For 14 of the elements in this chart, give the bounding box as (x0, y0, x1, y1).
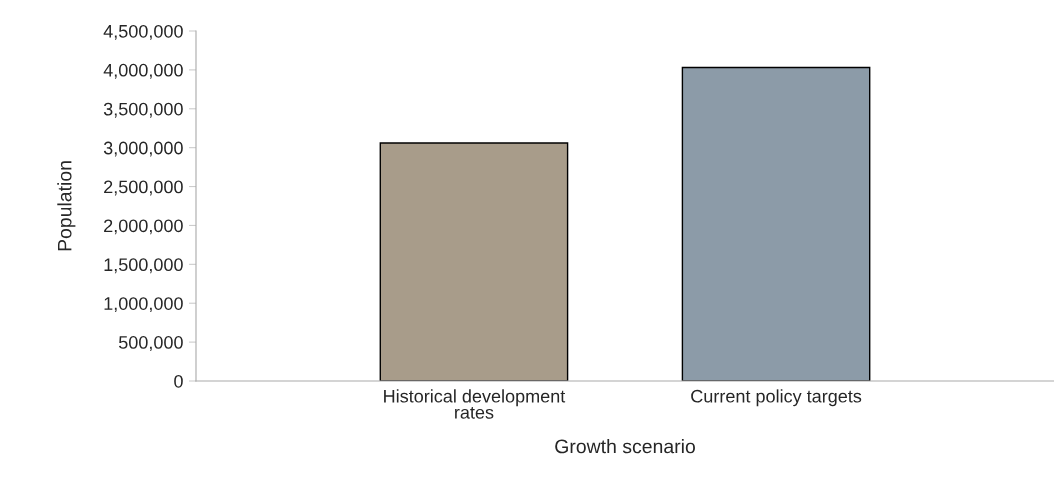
x-tick-label: Historical development rates (384, 389, 566, 419)
y-tick-label: 500,000 (118, 336, 183, 351)
y-tick-label: 3,000,000 (103, 141, 183, 157)
y-tick-label: 2,000,000 (104, 219, 183, 235)
x-axis-title: Growth scenario (555, 439, 695, 454)
y-axis-title: Population (57, 161, 76, 251)
y-tick-label: 1,000,000 (104, 297, 183, 313)
y-tick-label: 4,500,000 (103, 24, 183, 40)
y-tick-label: 4,000,000 (103, 63, 183, 79)
x-tick-label: Current policy targets (691, 389, 862, 407)
y-tick-label: 0 (174, 374, 183, 388)
y-tick-label: 1,500,000 (104, 258, 183, 274)
y-tick-label: 2,500,000 (104, 180, 183, 196)
y-tick-label: 3,500,000 (103, 102, 183, 118)
